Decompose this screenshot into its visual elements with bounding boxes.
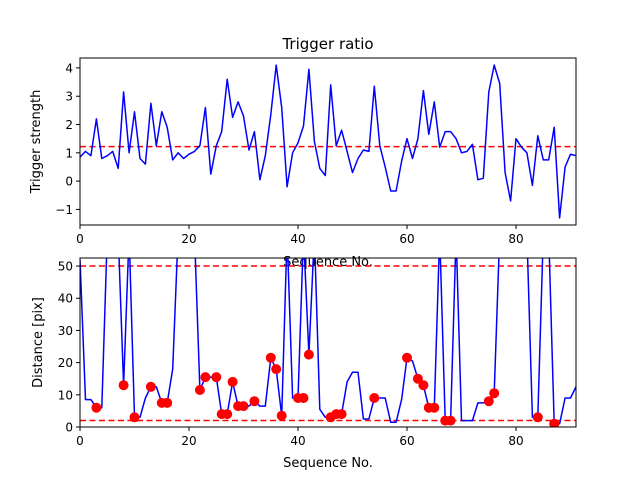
- x-tick-label: 0: [76, 232, 84, 246]
- y-tick-label: 10: [58, 388, 73, 402]
- x-axis-label: Sequence No.: [283, 456, 373, 471]
- y-axis-ticks: −1 0 1 2 3 4: [55, 61, 80, 217]
- marker-point: [483, 396, 494, 407]
- x-tick-label: 20: [181, 434, 196, 448]
- x-tick-label: 40: [290, 434, 305, 448]
- y-tick-label: 1: [65, 146, 73, 160]
- trigger-ratio-chart: Trigger ratio −1 0 1 2 3 4 0 20 40 60 80 Trigger …: [29, 35, 577, 270]
- y-tick-label: 30: [58, 324, 73, 338]
- y-tick-label: 2: [65, 118, 73, 132]
- marker-point: [129, 412, 140, 423]
- y-axis-label: Distance [pix]: [31, 297, 46, 388]
- y-tick-label: 0: [65, 421, 73, 435]
- marker-point: [549, 418, 560, 427]
- marker-point: [445, 415, 456, 426]
- x-tick-label: 80: [508, 434, 523, 448]
- marker-point: [429, 402, 440, 413]
- marker-point: [271, 364, 282, 375]
- marker-point: [532, 412, 543, 423]
- y-tick-label: −1: [55, 203, 73, 217]
- marker-point: [118, 380, 129, 391]
- chart-title: Trigger ratio: [281, 35, 373, 53]
- marker-point: [91, 402, 102, 413]
- x-tick-label: 20: [181, 232, 196, 246]
- marker-point: [200, 372, 211, 383]
- marker-point: [249, 396, 260, 407]
- distance-chart: 0 10 20 30 40 50 0 20 40 60 80 Distance [pix] Seq…: [31, 257, 577, 471]
- x-axis-ticks: 0 20 40 60 80: [76, 427, 524, 448]
- trigger-strength-line: [80, 64, 576, 219]
- marker-point: [336, 409, 347, 420]
- marker-point: [303, 349, 314, 360]
- x-axis-label: Sequence No.: [283, 255, 373, 270]
- y-axis-ticks: 0 10 20 30 40 50: [58, 260, 80, 435]
- y-tick-label: 0: [65, 175, 73, 189]
- marker-point: [222, 409, 233, 420]
- marker-point: [162, 397, 173, 408]
- x-tick-label: 80: [508, 232, 523, 246]
- y-tick-label: 3: [65, 90, 73, 104]
- selected-points: [91, 349, 560, 427]
- y-tick-label: 40: [58, 292, 73, 306]
- marker-point: [265, 352, 276, 363]
- y-tick-label: 4: [65, 61, 73, 75]
- marker-point: [489, 388, 500, 399]
- x-tick-label: 60: [399, 434, 414, 448]
- y-tick-label: 50: [58, 260, 73, 274]
- marker-point: [276, 410, 287, 421]
- y-axis-label: Trigger strength: [29, 90, 44, 195]
- marker-point: [211, 372, 222, 383]
- marker-point: [227, 376, 238, 387]
- marker-point: [145, 381, 156, 392]
- marker-point: [238, 401, 249, 412]
- marker-point: [369, 393, 380, 403]
- marker-point: [298, 393, 309, 403]
- x-tick-label: 40: [290, 232, 305, 246]
- x-tick-label: 0: [76, 434, 84, 448]
- marker-point: [412, 373, 423, 384]
- marker-point: [418, 380, 429, 391]
- marker-point: [402, 352, 412, 363]
- y-tick-label: 20: [58, 356, 73, 370]
- plot-frame: [79, 257, 577, 428]
- x-tick-label: 60: [399, 232, 414, 246]
- x-axis-ticks: 0 20 40 60 80: [76, 225, 524, 246]
- plot-frame: [79, 57, 577, 226]
- marker-point: [194, 385, 205, 395]
